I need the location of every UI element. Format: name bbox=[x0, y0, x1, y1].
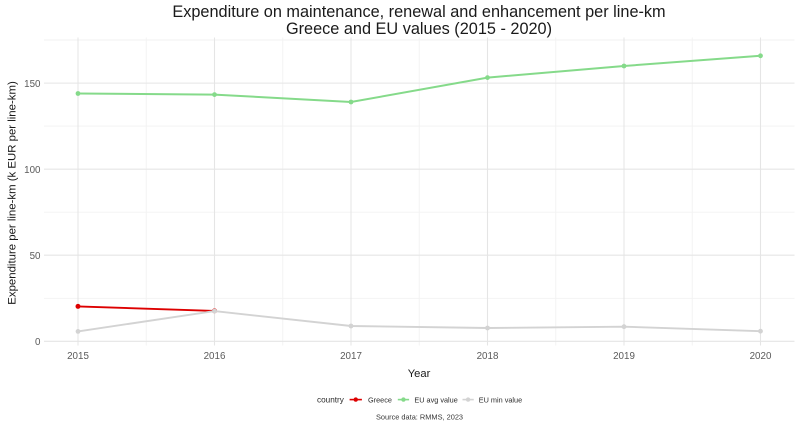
svg-text:Greece: Greece bbox=[368, 395, 392, 404]
svg-text:2020: 2020 bbox=[750, 351, 772, 362]
svg-text:Year: Year bbox=[408, 368, 431, 380]
svg-text:2015: 2015 bbox=[67, 351, 89, 362]
svg-text:100: 100 bbox=[24, 165, 41, 176]
svg-text:EU avg value: EU avg value bbox=[414, 395, 457, 404]
svg-text:0: 0 bbox=[35, 337, 41, 348]
svg-text:2018: 2018 bbox=[477, 351, 499, 362]
svg-text:2019: 2019 bbox=[613, 351, 635, 362]
svg-text:EU min value: EU min value bbox=[479, 395, 522, 404]
svg-text:150: 150 bbox=[24, 79, 41, 90]
svg-text:2017: 2017 bbox=[340, 351, 362, 362]
svg-text:country: country bbox=[317, 395, 345, 404]
svg-text:Greece and EU values (2015 - 2: Greece and EU values (2015 - 2020) bbox=[286, 20, 552, 38]
svg-text:50: 50 bbox=[30, 251, 41, 262]
svg-text:2016: 2016 bbox=[204, 351, 226, 362]
svg-text:Expenditure per line-km (k EUR: Expenditure per line-km (k EUR per line-… bbox=[6, 81, 18, 305]
svg-text:Expenditure on maintenance, re: Expenditure on maintenance, renewal and … bbox=[172, 3, 665, 21]
svg-text:Source data: RMMS, 2023: Source data: RMMS, 2023 bbox=[376, 412, 463, 421]
